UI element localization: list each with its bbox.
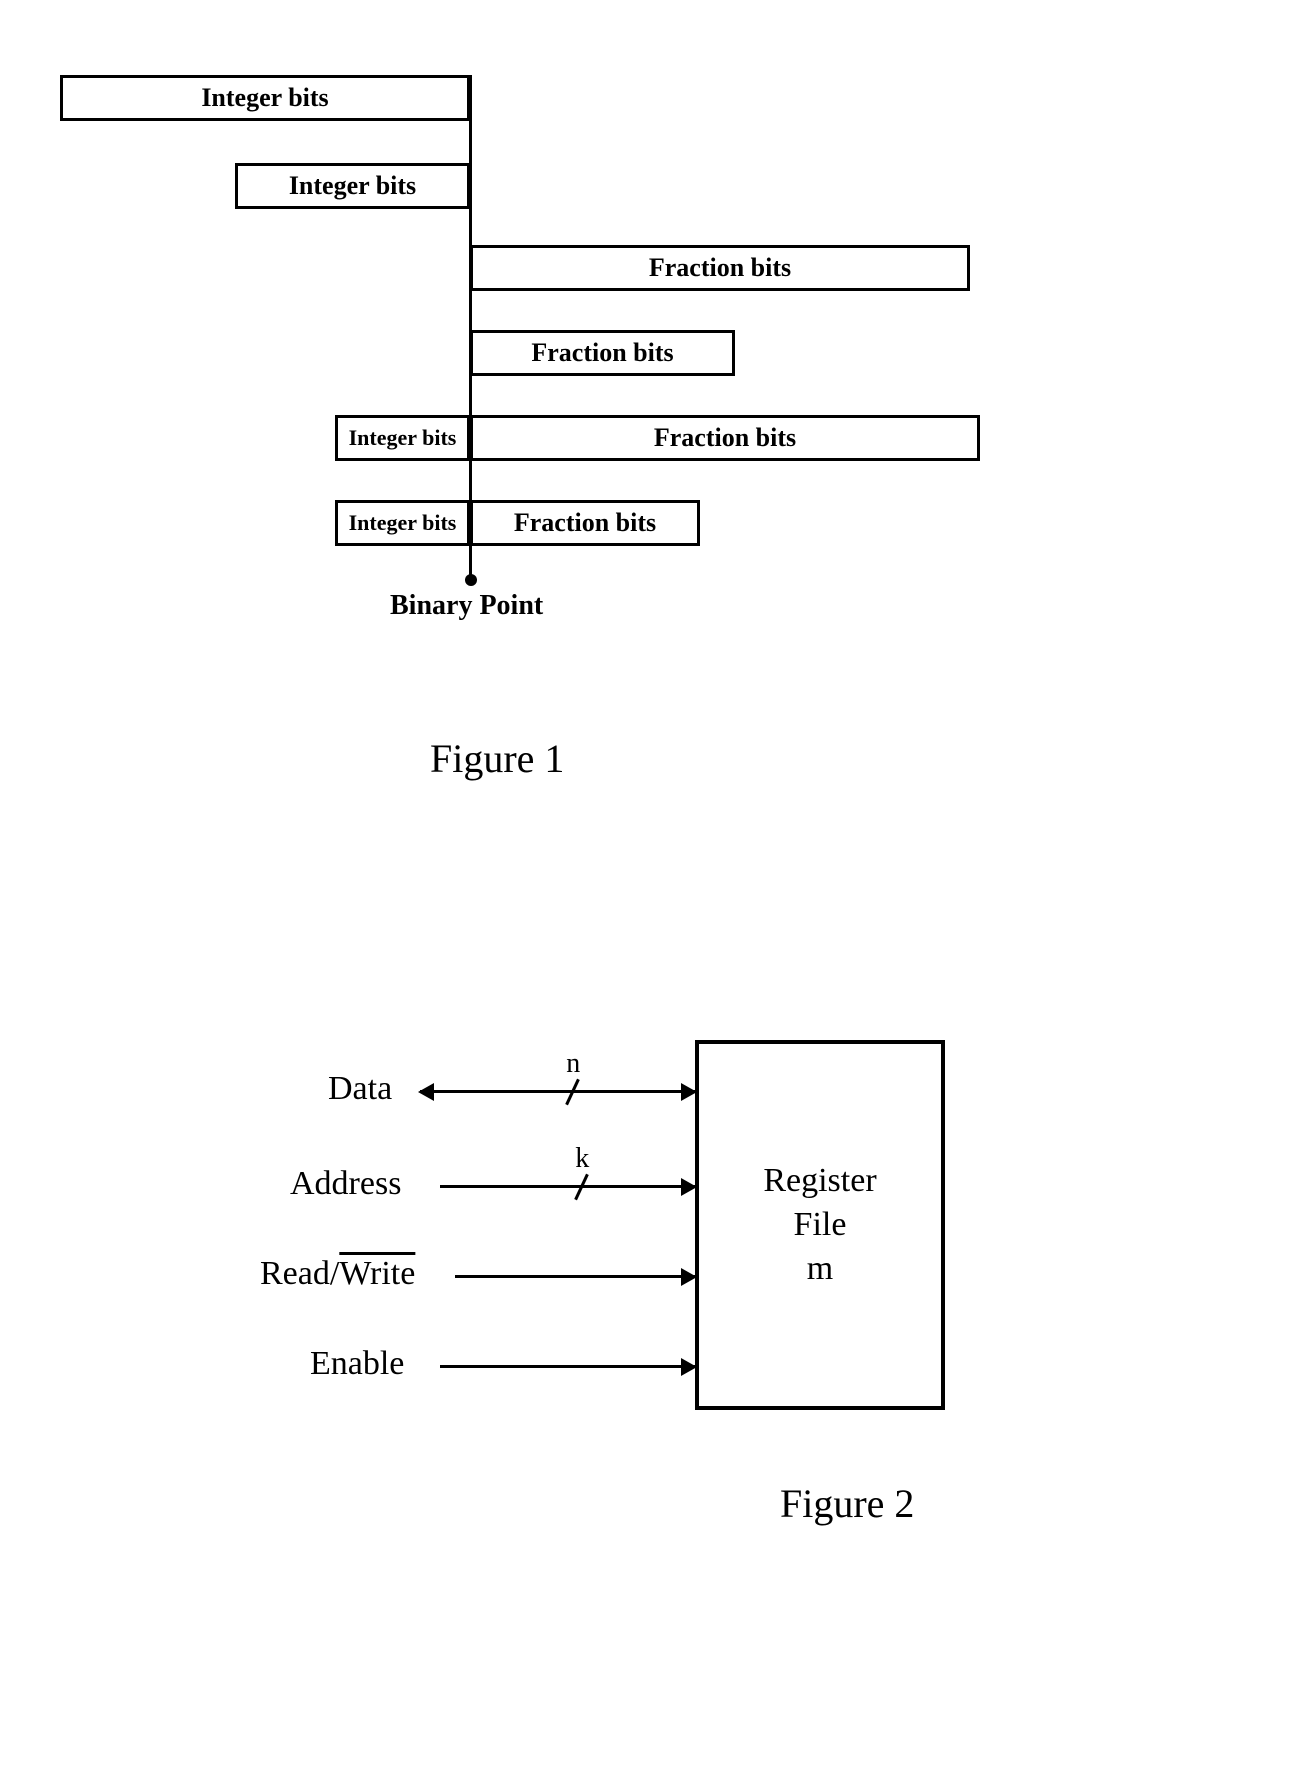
bits-box: Integer bits	[60, 75, 470, 121]
binary-point-label: Binary Point	[390, 590, 543, 622]
signal-arrow	[420, 1090, 695, 1093]
bits-box: Integer bits	[335, 500, 470, 546]
signal-arrow	[440, 1185, 695, 1188]
bits-box: Integer bits	[335, 415, 470, 461]
bits-box: Fraction bits	[470, 415, 980, 461]
signal-arrow	[455, 1275, 695, 1278]
signal-arrow	[440, 1365, 695, 1368]
signal-label: Read/Write	[260, 1255, 415, 1293]
register-file-label-line: Register	[763, 1159, 876, 1203]
figure-1: Integer bitsInteger bitsFraction bitsFra…	[60, 75, 1020, 635]
register-file-box: RegisterFilem	[695, 1040, 945, 1410]
bus-width-label: n	[566, 1048, 580, 1080]
register-file-label-line: m	[807, 1247, 833, 1291]
figure-1-caption: Figure 1	[430, 735, 564, 782]
bits-box: Fraction bits	[470, 330, 735, 376]
register-file-label-line: File	[794, 1203, 847, 1247]
figure-2-caption: Figure 2	[780, 1480, 914, 1527]
bus-width-label: k	[575, 1143, 589, 1175]
bits-box: Fraction bits	[470, 500, 700, 546]
signal-label: Address	[290, 1165, 401, 1203]
binary-point-dot	[465, 574, 477, 586]
signal-label: Enable	[310, 1345, 404, 1383]
figure-2: RegisterFilem DatanAddresskRead/WriteEna…	[300, 1030, 1000, 1480]
signal-label: Data	[328, 1070, 392, 1108]
bits-box: Fraction bits	[470, 245, 970, 291]
bits-box: Integer bits	[235, 163, 470, 209]
